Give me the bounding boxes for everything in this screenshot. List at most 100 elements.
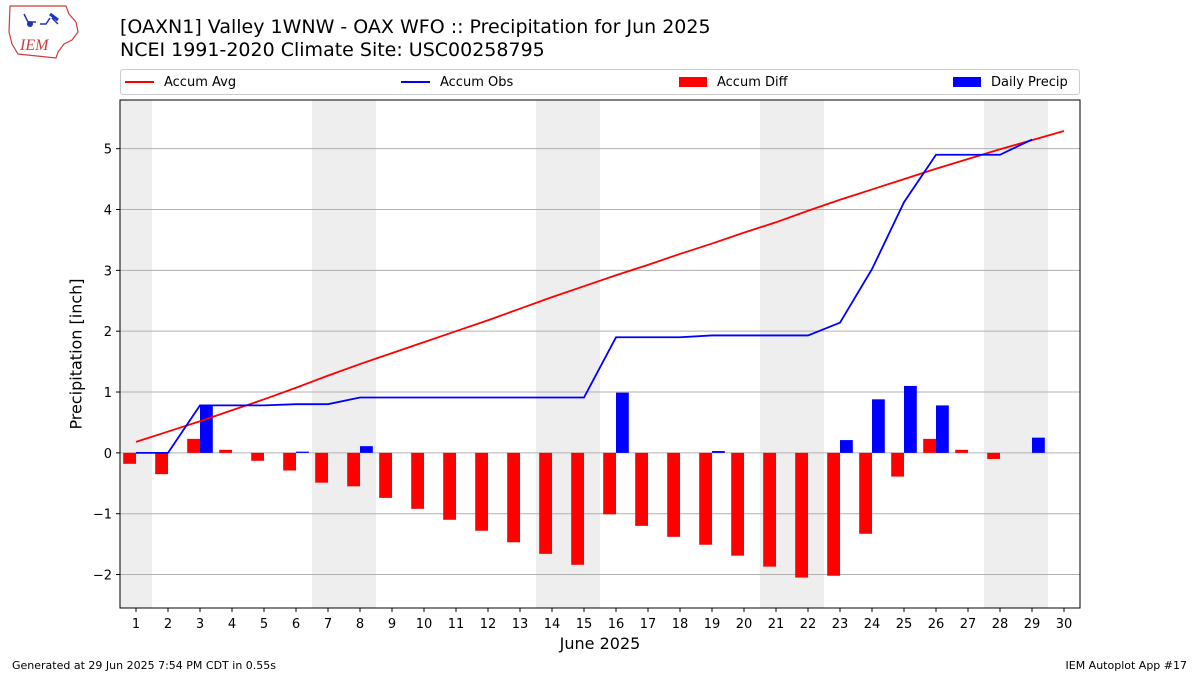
y-tick-label-0: 0 <box>104 447 112 462</box>
x-tick-label-10: 10 <box>416 617 433 632</box>
accum-lines <box>135 130 1065 454</box>
daily-precip-bar-day-6 <box>296 451 309 453</box>
x-tick-label-18: 18 <box>672 617 689 632</box>
accum-diff-swatch <box>679 77 707 87</box>
weekend-shade-0 <box>120 100 152 608</box>
accum-diff-bar-day-21 <box>763 452 776 567</box>
weekend-shade-4 <box>984 100 1048 608</box>
y-tick-label-2: 2 <box>104 325 112 340</box>
iem-logo: IEM <box>8 5 79 59</box>
daily-precip-bars <box>200 385 1045 453</box>
x-tick-label-25: 25 <box>896 617 913 632</box>
y-tick-label-1: 1 <box>104 386 112 401</box>
accum-diff-bar-day-4 <box>219 449 232 453</box>
accum-diff-bar-day-22 <box>795 452 808 578</box>
x-tick-label-9: 9 <box>388 617 396 632</box>
daily-precip-swatch <box>953 77 981 87</box>
y-tick-label-3: 3 <box>104 264 112 279</box>
accum-diff-bar-day-20 <box>731 452 744 556</box>
daily-precip-bar-day-29 <box>1032 437 1045 453</box>
weekend-shading <box>120 100 1048 608</box>
daily-precip-bar-day-23 <box>840 440 853 453</box>
y-tick-label-5: 5 <box>104 143 112 158</box>
weekend-shade-1 <box>312 100 376 608</box>
x-tick-label-19: 19 <box>704 617 721 632</box>
plot-frame <box>119 99 1081 609</box>
x-tick-label-13: 13 <box>512 617 529 632</box>
x-tick-label-17: 17 <box>640 617 657 632</box>
x-axis-label: June 2025 <box>559 634 641 653</box>
accum-diff-bar-day-10 <box>411 452 424 509</box>
x-tick-label-12: 12 <box>480 617 497 632</box>
gridlines <box>120 148 1080 576</box>
x-tick-label-6: 6 <box>292 617 300 632</box>
legend-label-daily-precip: Daily Precip <box>991 74 1068 90</box>
accum-avg-line <box>135 130 1065 443</box>
accum-diff-bar-day-28 <box>987 452 1000 459</box>
autoplot-app-label: IEM Autoplot App #17 <box>1065 659 1188 672</box>
accum-diff-bar-day-7 <box>315 452 328 483</box>
chart-title-line-1: [OAXN1] Valley 1WNW - OAX WFO :: Precipi… <box>120 16 711 38</box>
daily-precip-bar-day-3 <box>200 405 213 453</box>
daily-precip-bar-day-25 <box>904 385 917 453</box>
accum-diff-bar-day-5 <box>251 452 264 461</box>
legend-label-accum-avg: Accum Avg <box>164 74 237 90</box>
x-tick-label-15: 15 <box>576 617 593 632</box>
daily-precip-bar-day-26 <box>936 405 949 453</box>
legend-item-accum-obs: Accum Obs <box>401 70 513 94</box>
x-tick-label-23: 23 <box>832 617 849 632</box>
accum-diff-bar-day-16 <box>603 452 616 515</box>
accum-diff-bar-day-9 <box>379 452 392 498</box>
accum-diff-bar-day-17 <box>635 452 648 526</box>
x-tick-label-11: 11 <box>448 617 465 632</box>
daily-precip-bar-day-16 <box>616 392 629 453</box>
x-tick-label-30: 30 <box>1056 617 1073 632</box>
accum-diff-bar-day-8 <box>347 452 360 487</box>
accum-diff-bars <box>123 438 1000 578</box>
x-tick-label-3: 3 <box>196 617 204 632</box>
x-tick-label-8: 8 <box>356 617 364 632</box>
x-tick-label-24: 24 <box>864 617 881 632</box>
accum-diff-bar-day-25 <box>891 452 904 477</box>
accum-diff-bar-day-11 <box>443 452 456 520</box>
iem-logo-text: IEM <box>19 37 50 54</box>
accum-diff-bar-day-23 <box>827 452 840 576</box>
chart-title-line-2: NCEI 1991-2020 Climate Site: USC00258795 <box>120 39 545 61</box>
legend-item-daily-precip: Daily Precip <box>953 70 1068 94</box>
x-tick-label-7: 7 <box>324 617 332 632</box>
accum-diff-bar-day-6 <box>283 452 296 471</box>
accum-diff-bar-day-3 <box>187 438 200 453</box>
legend-item-accum-avg: Accum Avg <box>125 70 236 94</box>
x-tick-label-21: 21 <box>768 617 785 632</box>
chart-legend: Accum Avg Accum Obs Accum Diff Daily Pre… <box>120 69 1080 95</box>
legend-label-accum-diff: Accum Diff <box>717 74 788 90</box>
y-tick-label--2: −2 <box>93 569 112 584</box>
x-tick-label-29: 29 <box>1024 617 1041 632</box>
legend-label-accum-obs: Accum Obs <box>440 74 514 90</box>
accum-obs-swatch <box>401 81 430 83</box>
accum-diff-bar-day-14 <box>539 452 552 554</box>
x-tick-label-1: 1 <box>132 617 140 632</box>
accum-diff-bar-day-24 <box>859 452 872 534</box>
daily-precip-bar-day-19 <box>712 451 725 453</box>
x-tick-label-2: 2 <box>164 617 172 632</box>
accum-diff-bar-day-15 <box>571 452 584 565</box>
daily-precip-bar-day-8 <box>360 446 373 453</box>
x-tick-label-4: 4 <box>228 617 236 632</box>
x-tick-label-20: 20 <box>736 617 753 632</box>
generated-timestamp: Generated at 29 Jun 2025 7:54 PM CDT in … <box>12 659 277 672</box>
accum-diff-bar-day-18 <box>667 452 680 537</box>
x-tick-label-28: 28 <box>992 617 1009 632</box>
x-tick-label-5: 5 <box>260 617 268 632</box>
accum-diff-bar-day-26 <box>923 438 936 453</box>
accum-obs-line <box>136 138 1033 454</box>
y-tick-label-4: 4 <box>104 204 112 219</box>
accum-avg-swatch <box>125 81 154 83</box>
x-tick-label-27: 27 <box>960 617 977 632</box>
x-tick-label-14: 14 <box>544 617 561 632</box>
x-tick-label-22: 22 <box>800 617 817 632</box>
accum-diff-bar-day-19 <box>699 452 712 545</box>
axis-ticks: 1 2 3 4 5 6 7 8 9 10 11 12 13 14 15 16 17 18 19 20 21 22 23 24 2… <box>93 143 1072 632</box>
legend-item-accum-diff: Accum Diff <box>679 70 788 94</box>
